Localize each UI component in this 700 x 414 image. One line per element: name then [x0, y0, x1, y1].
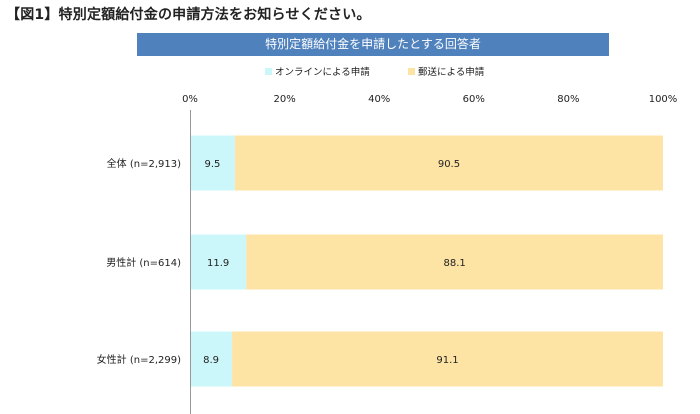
x-tick-label: 0%: [182, 94, 198, 105]
bar-online: [190, 234, 247, 290]
bar-online: [190, 331, 233, 387]
bar-online: [190, 135, 235, 191]
legend-item-online: オンラインによる申請: [265, 64, 370, 78]
legend: オンラインによる申請 郵送による申請: [0, 64, 700, 78]
x-tick-label: 80%: [557, 94, 579, 105]
chart-title: 特別定額給付金を申請したとする回答者: [137, 33, 609, 56]
legend-swatch-online: [265, 67, 272, 75]
legend-label-mail: 郵送による申請: [418, 67, 485, 78]
page-title: 【図1】特別定額給付金の申請方法をお知らせください。: [6, 7, 371, 23]
category-label: 全体 (n=2,913): [107, 157, 181, 170]
x-tick-label: 60%: [463, 94, 485, 105]
data-label: 11.9: [207, 258, 229, 269]
bar-mail: [246, 234, 664, 290]
bar-mail: [234, 135, 663, 191]
x-tick-label: 100%: [649, 94, 678, 105]
category-label: 男性計 (n=614): [106, 256, 181, 269]
x-tick-label: 40%: [368, 94, 390, 105]
data-label: 90.5: [438, 159, 460, 170]
data-label: 88.1: [444, 258, 466, 269]
data-label: 91.1: [436, 355, 458, 366]
legend-label-online: オンラインによる申請: [275, 67, 370, 78]
legend-item-mail: 郵送による申請: [408, 64, 484, 78]
data-label: 9.5: [205, 159, 221, 170]
bar-mail: [232, 331, 664, 387]
x-tick-label: 20%: [273, 94, 295, 105]
category-label: 女性計 (n=2,299): [97, 353, 181, 366]
legend-swatch-mail: [408, 67, 415, 75]
data-label: 8.9: [203, 355, 219, 366]
